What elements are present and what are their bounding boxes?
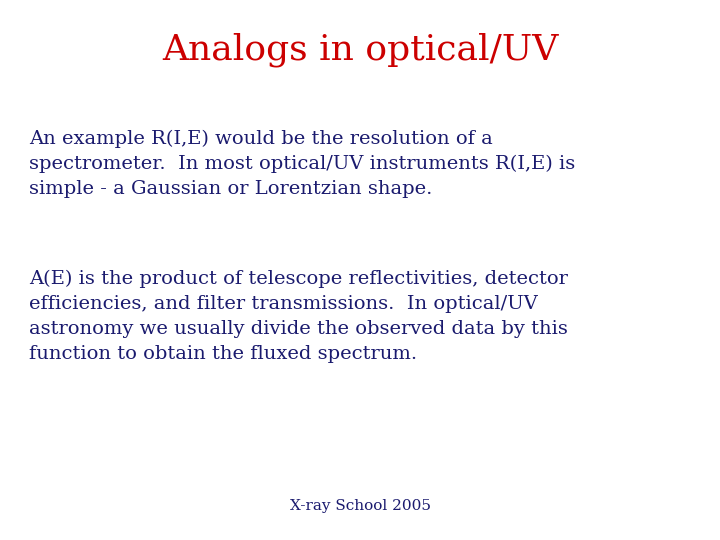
- Text: X-ray School 2005: X-ray School 2005: [289, 499, 431, 513]
- Text: Analogs in optical/UV: Analogs in optical/UV: [162, 32, 558, 67]
- Text: A(E) is the product of telescope reflectivities, detector
efficiencies, and filt: A(E) is the product of telescope reflect…: [29, 270, 567, 363]
- Text: An example R(I,E) would be the resolution of a
spectrometer.  In most optical/UV: An example R(I,E) would be the resolutio…: [29, 130, 575, 198]
